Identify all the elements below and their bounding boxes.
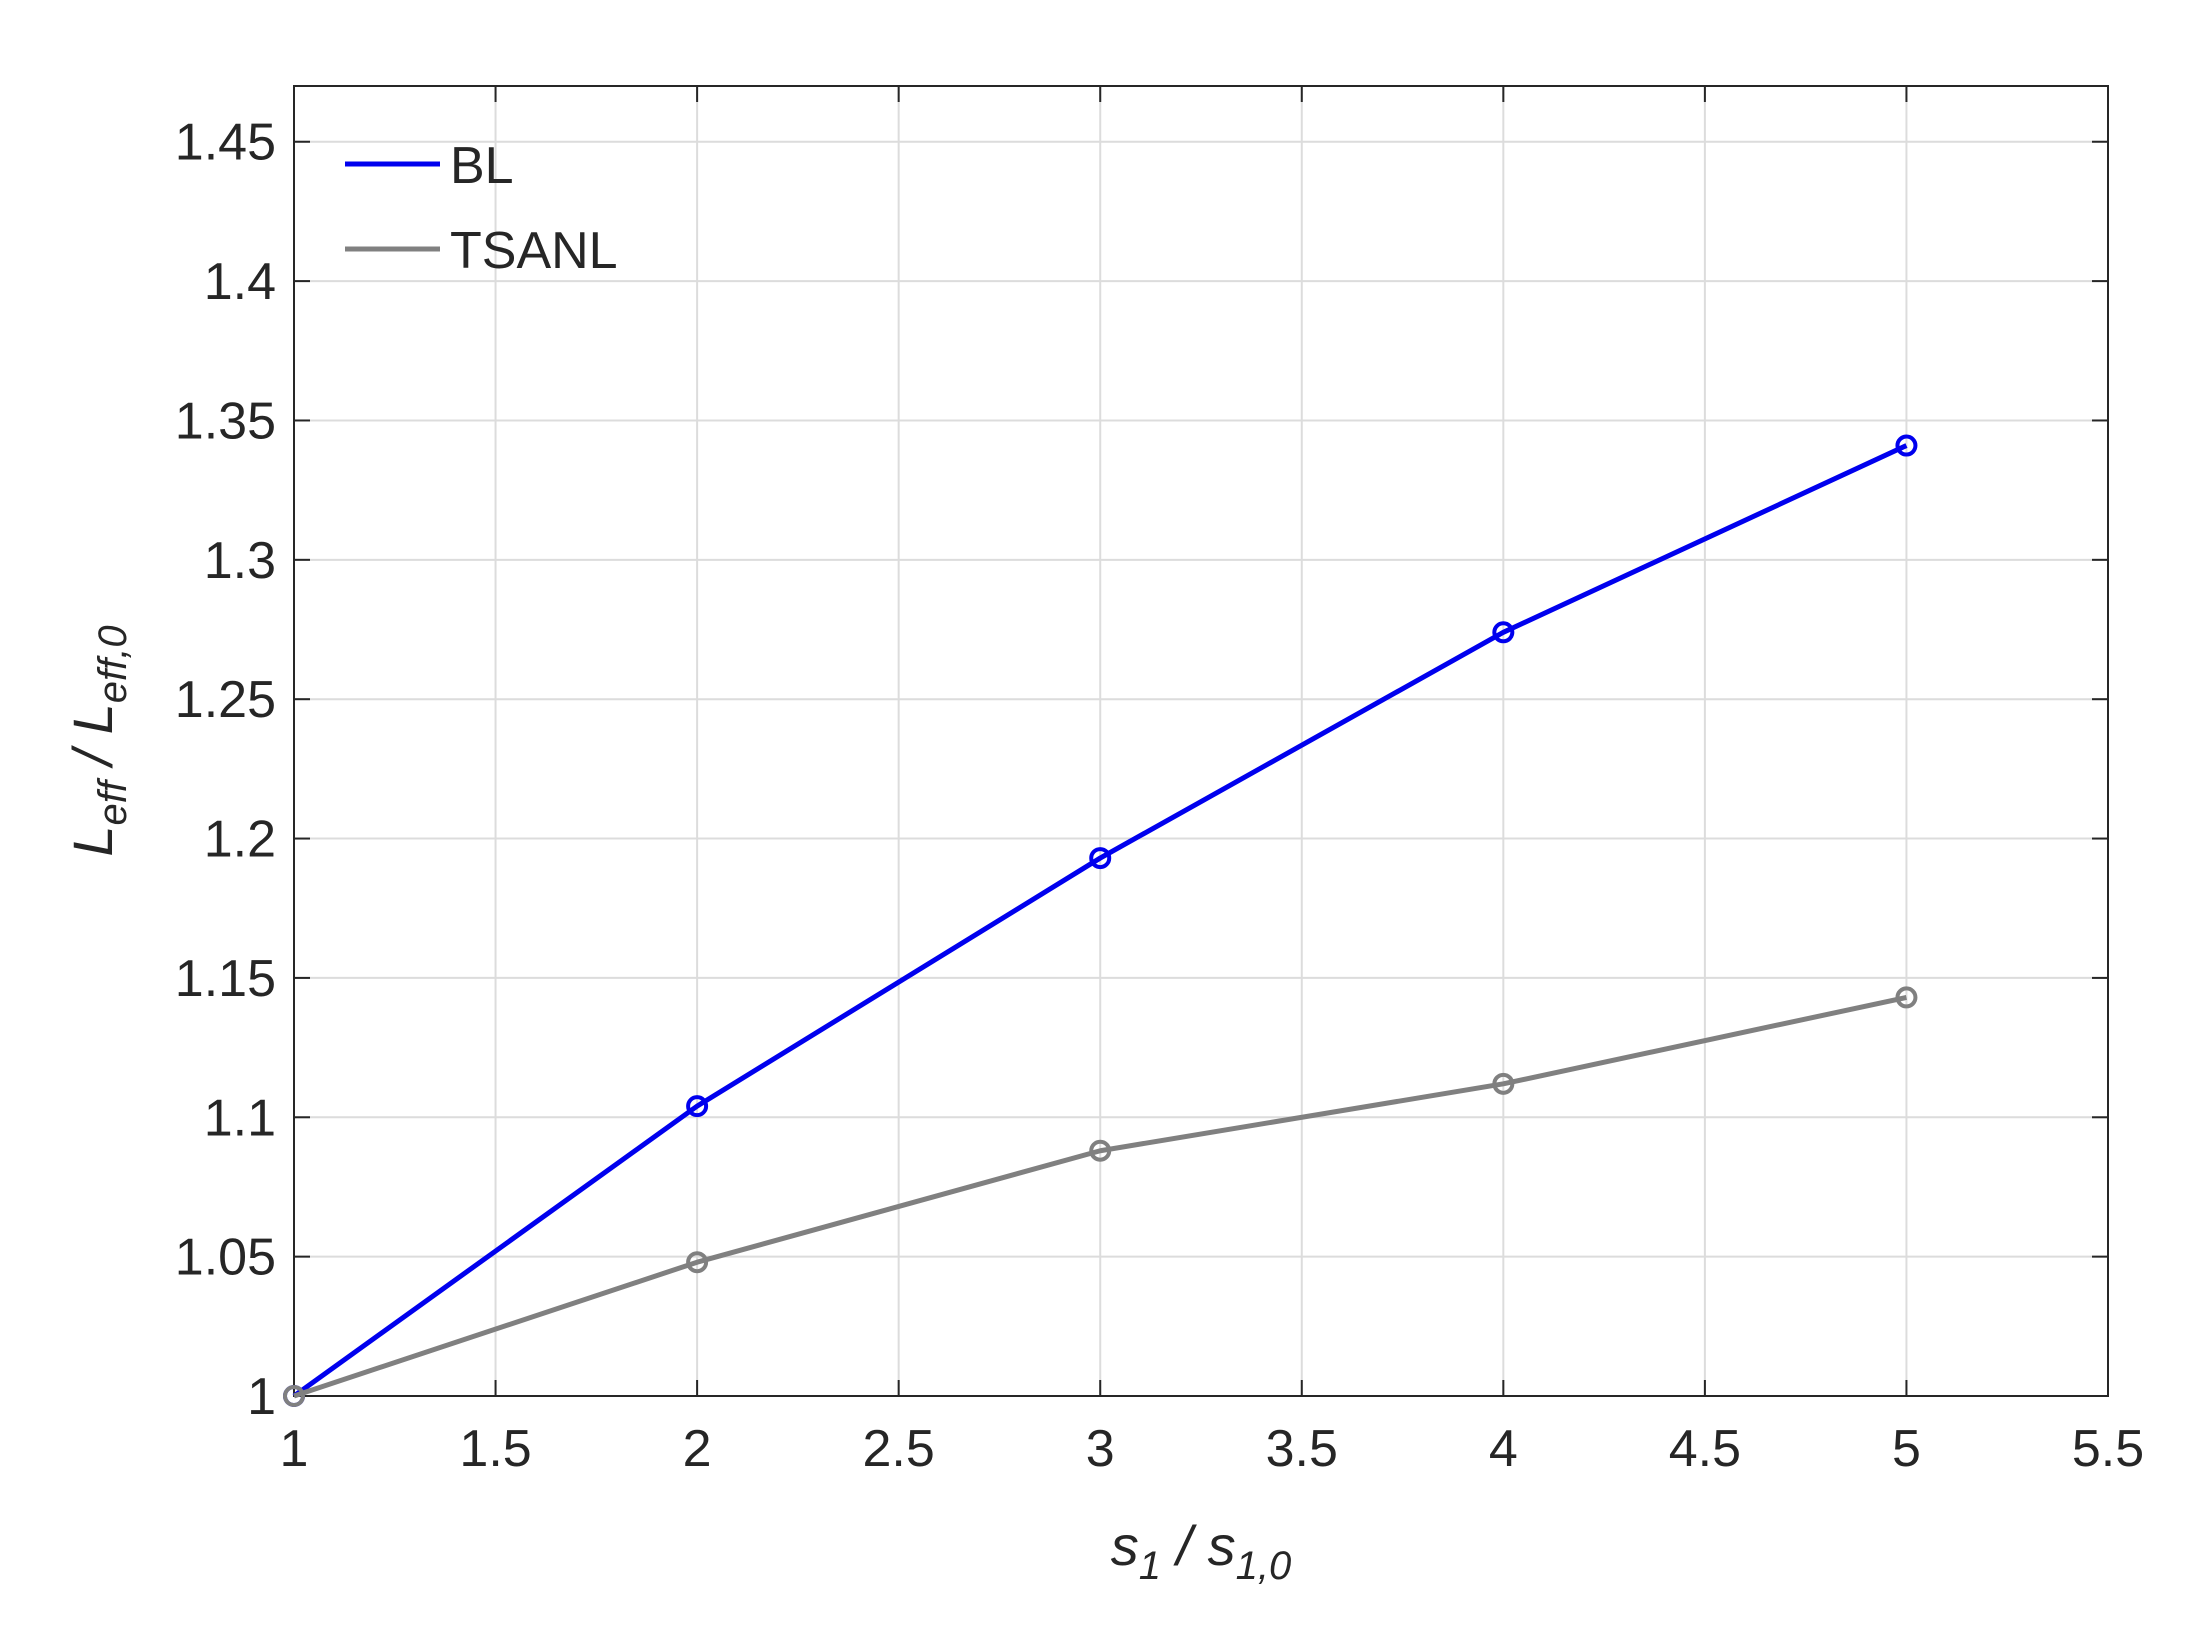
- legend: BL TSANL: [345, 137, 618, 280]
- axes-box: [293, 85, 2109, 1397]
- y-tick-label: 1.1: [204, 1089, 276, 1147]
- legend-label-tsanl: TSANL: [450, 222, 618, 280]
- y-tick-label: 1.4: [204, 253, 276, 311]
- x-axis-label: s1 / s1,0: [1111, 1514, 1292, 1588]
- data-point-bl: [1089, 847, 1112, 870]
- y-tick-label: 1.2: [204, 811, 276, 869]
- data-point-bl: [1895, 434, 1918, 457]
- y-tick-label: 1.3: [204, 532, 276, 590]
- x-tick-label: 3: [1086, 1420, 1115, 1478]
- y-tick-label: 1: [247, 1368, 276, 1426]
- x-tick-label: 5: [1892, 1420, 1921, 1478]
- y-tick-label: 1.25: [175, 671, 276, 729]
- x-tick-label: 1: [280, 1420, 309, 1478]
- y-tick-label: 1.35: [175, 392, 276, 450]
- data-point-tsanl: [1089, 1139, 1112, 1162]
- data-point-bl: [1492, 621, 1515, 644]
- tick-labels: 1 1.5 2 2.5 3 3.5 4 4.5 5 5.5 1 1.05 1.1 1.15 1.2 1.25 1…: [175, 114, 2144, 1478]
- data-point-tsanl: [283, 1385, 305, 1407]
- data-point-tsanl: [686, 1251, 709, 1274]
- x-tick-label: 2: [683, 1420, 712, 1478]
- x-tick-label: 4: [1489, 1420, 1518, 1478]
- x-tick-label: 5.5: [2072, 1420, 2144, 1478]
- y-tick-label: 1.45: [175, 114, 276, 172]
- x-tick-label: 4.5: [1669, 1420, 1741, 1478]
- data-point-bl: [686, 1095, 709, 1118]
- series-group: [283, 434, 1918, 1407]
- y-tick-label: 1.15: [175, 950, 276, 1008]
- x-tick-label: 3.5: [1266, 1420, 1338, 1478]
- series-line-tsanl: [293, 994, 1907, 1399]
- legend-label-bl: BL: [450, 137, 514, 195]
- data-point-tsanl: [1895, 986, 1918, 1009]
- x-tick-label: 1.5: [459, 1420, 531, 1478]
- data-point-tsanl: [1492, 1072, 1515, 1095]
- series-line-bl: [292, 443, 1908, 1399]
- y-axis-label: Leff / Leff,0: [61, 625, 135, 856]
- x-tick-label: 2.5: [863, 1420, 935, 1478]
- y-tick-label: 1.05: [175, 1229, 276, 1287]
